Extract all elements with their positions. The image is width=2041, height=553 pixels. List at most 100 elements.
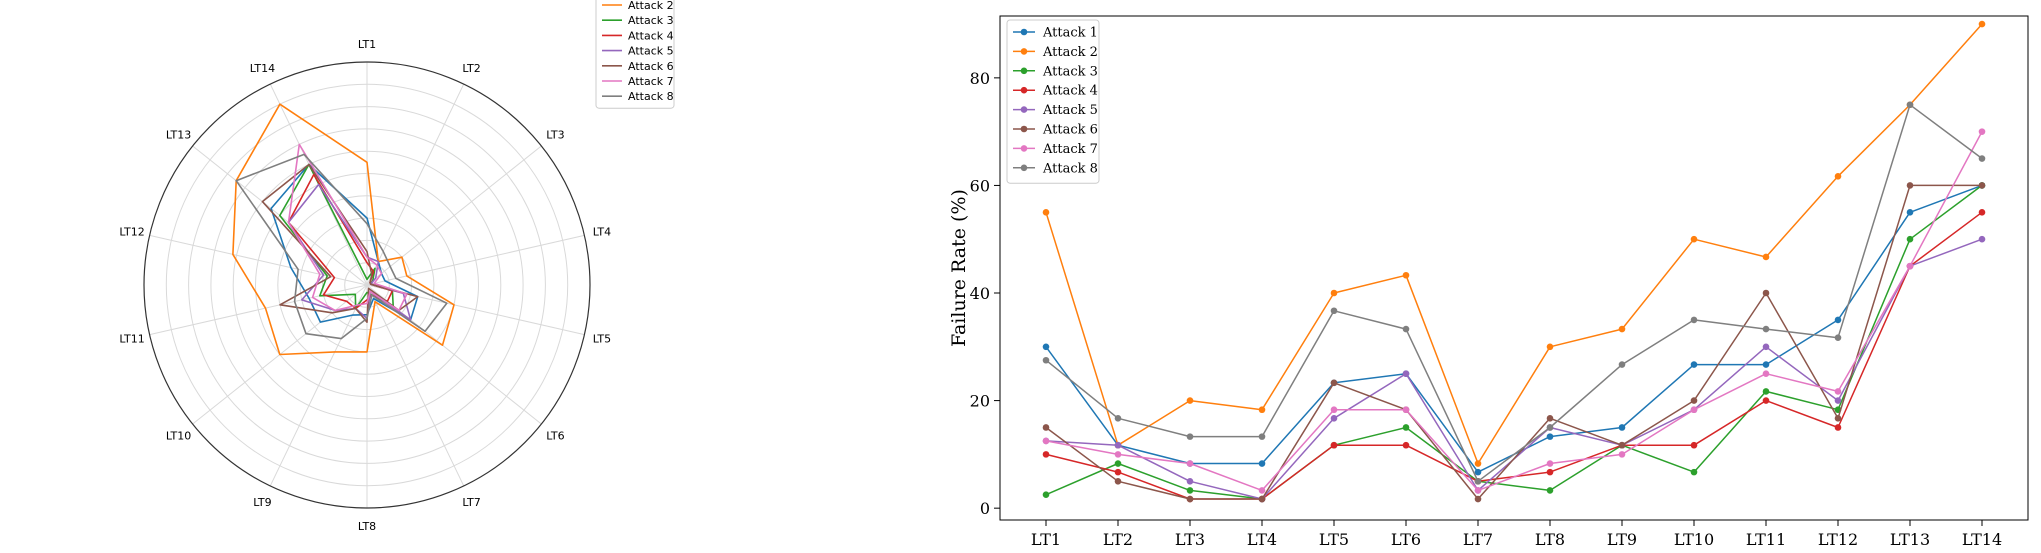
data-point [1618, 441, 1626, 449]
data-point [1618, 361, 1626, 368]
data-point [1546, 460, 1554, 467]
y-tick-label: 20 [970, 392, 990, 411]
radar-series-8 [235, 153, 448, 340]
data-point [1186, 460, 1194, 467]
data-point [1330, 415, 1338, 422]
data-point [1690, 397, 1698, 404]
radar-spoke [366, 234, 585, 286]
radar-legend-label: Attack 8 [628, 90, 674, 103]
data-point [1834, 388, 1842, 395]
radar-outer-ring [143, 61, 591, 509]
line-legend-marker [1020, 106, 1028, 113]
radar-spoke [269, 284, 368, 487]
data-point [1402, 424, 1410, 431]
line-legend-label: Attack 5 [1042, 103, 1098, 118]
data-point [1042, 343, 1050, 351]
x-tick-label: LT8 [1535, 530, 1565, 549]
data-point [1762, 361, 1770, 368]
data-point [1330, 289, 1338, 297]
radar-category-label: LT7 [462, 496, 480, 509]
line-axes: 0 20 40 60 80 LT1 LT2 LT3 LT4 LT5 LT6 LT7 LT8 LT9 LT10… [970, 69, 2003, 549]
line-legend-label: Attack 2 [1042, 45, 1098, 60]
data-point [1762, 370, 1770, 377]
radar-labels: LT1 LT2 LT3 LT4 LT5 LT6 LT7 LT8 LT9 LT10 LT11 LT12 L… [119, 38, 611, 533]
series-line [1045, 23, 1983, 465]
data-point [1690, 361, 1698, 368]
data-point [1114, 477, 1122, 485]
radar-series-7 [287, 143, 408, 312]
line-legend-label: Attack 3 [1042, 64, 1098, 79]
data-point [1114, 415, 1122, 422]
line-series-7 [1042, 128, 1986, 494]
data-point [1042, 491, 1050, 499]
radar-legend-label: Attack 7 [628, 75, 674, 88]
radar-category-label: LT9 [253, 496, 271, 509]
data-point [1762, 253, 1770, 261]
x-tick-label: LT9 [1607, 530, 1637, 549]
data-point [1042, 356, 1050, 364]
radar-series-6 [261, 163, 419, 324]
data-point [1258, 495, 1266, 503]
line-legend-marker [1020, 125, 1028, 133]
data-point [1402, 441, 1410, 449]
data-point [1186, 397, 1194, 404]
radar-category-label: LT1 [358, 38, 376, 51]
data-point [1258, 406, 1266, 414]
radar-spoke [149, 284, 368, 336]
data-point [1906, 209, 1914, 216]
x-tick-label: LT10 [1674, 530, 1714, 549]
line-series [1042, 20, 1986, 503]
line-legend-marker [1020, 28, 1028, 36]
data-point [1618, 424, 1626, 431]
y-tick-label: 0 [980, 499, 990, 518]
line-series-6 [1042, 182, 1986, 503]
x-tick-label: LT13 [1890, 530, 1930, 549]
line-legend-marker [1020, 48, 1028, 55]
radar-category-label: LT14 [250, 62, 275, 75]
data-point [1906, 235, 1914, 243]
data-point [1978, 20, 1986, 28]
data-point [1186, 495, 1194, 503]
data-point [1258, 487, 1266, 494]
x-tick-label: LT2 [1103, 530, 1133, 549]
data-point [1186, 487, 1194, 494]
data-point [1690, 316, 1698, 324]
y-tick-label: 80 [970, 69, 990, 88]
data-point [1330, 379, 1338, 387]
y-tick-label: 40 [970, 284, 990, 303]
radar-series-2 [232, 103, 455, 356]
line-legend-label: Attack 7 [1042, 142, 1098, 157]
line-legend-label: Attack 4 [1042, 84, 1098, 99]
data-point [1834, 415, 1842, 422]
radar-category-label: LT3 [546, 129, 564, 142]
line-legend-label: Attack 8 [1042, 161, 1098, 176]
data-point [1834, 316, 1842, 324]
series-line [1045, 184, 1983, 473]
data-point [1906, 101, 1914, 109]
data-point [1546, 424, 1554, 431]
data-point [1042, 209, 1050, 216]
radar-legend-label: Attack 6 [628, 60, 674, 73]
data-point [1114, 441, 1122, 449]
plot-frame [999, 15, 2029, 521]
line-legend-marker [1020, 67, 1028, 75]
radar-category-label: LT2 [462, 62, 480, 75]
x-tick-label: LT4 [1247, 530, 1277, 549]
radar-category-label: LT5 [593, 333, 611, 346]
data-point [1978, 209, 1986, 216]
x-tick-label: LT7 [1463, 530, 1493, 549]
data-point [1114, 460, 1122, 467]
data-point [1834, 334, 1842, 341]
radar-legend-label: Attack 3 [628, 14, 674, 27]
x-tick-label: LT12 [1818, 530, 1858, 549]
data-point [1474, 487, 1482, 494]
line-legend-marker [1020, 86, 1028, 94]
data-point [1114, 451, 1122, 458]
x-tick-label: LT3 [1175, 530, 1205, 549]
data-point [1258, 460, 1266, 467]
data-point [1834, 397, 1842, 404]
series-line [1045, 184, 1983, 500]
data-point [1618, 451, 1626, 458]
radar-category-label: LT13 [166, 129, 191, 142]
